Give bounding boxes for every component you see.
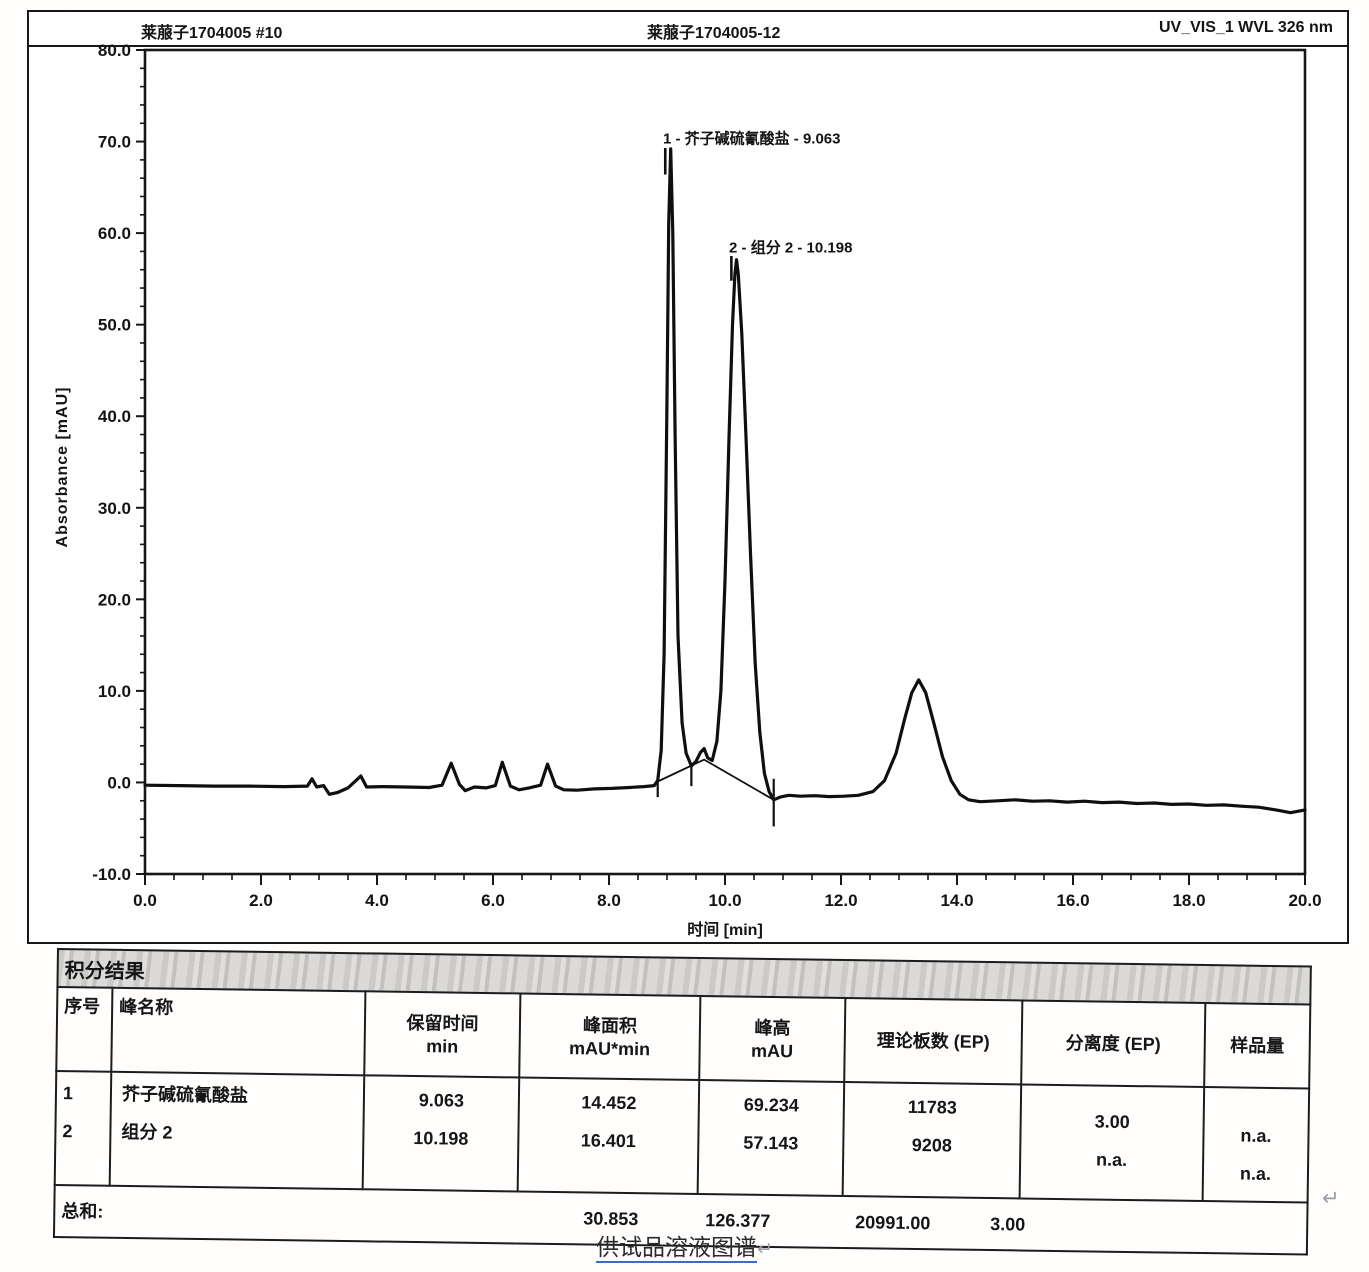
col-header-height: 峰高 mAU bbox=[699, 995, 846, 1083]
cell-area: 14.452 16.401 bbox=[517, 1077, 700, 1194]
col-header-retention: 保留时间 min bbox=[364, 991, 521, 1078]
cell-amount: n.a. n.a. bbox=[1202, 1087, 1310, 1203]
col-header-peakname: 峰名称 bbox=[111, 987, 366, 1076]
svg-text:14.0: 14.0 bbox=[940, 891, 973, 910]
chromatogram-header: 莱菔子1704005 #10 莱菔子1704005-12 UV_VIS_1 WV… bbox=[29, 12, 1347, 47]
col-header-no: 序号 bbox=[56, 987, 113, 1072]
svg-text:16.0: 16.0 bbox=[1056, 891, 1089, 910]
detector-wavelength: UV_VIS_1 WVL 326 nm bbox=[1159, 19, 1333, 36]
svg-text:2 - 组分 2 - 10.198: 2 - 组分 2 - 10.198 bbox=[729, 238, 852, 256]
col-header-amount: 样品量 bbox=[1204, 1003, 1311, 1089]
cell-retention: 9.063 10.198 bbox=[362, 1075, 520, 1192]
chromatogram-panel: 莱菔子1704005 #10 莱菔子1704005-12 UV_VIS_1 WV… bbox=[27, 10, 1349, 944]
caption-text: 供试品溶液图谱 bbox=[596, 1235, 758, 1263]
col-header-plates: 理论板数 (EP) bbox=[844, 998, 1023, 1085]
svg-text:50.0: 50.0 bbox=[98, 316, 131, 335]
svg-text:30.0: 30.0 bbox=[98, 499, 131, 518]
svg-text:10.0: 10.0 bbox=[708, 891, 741, 910]
col-header-resolution: 分离度 (EP) bbox=[1021, 1000, 1206, 1088]
caption: 供试品溶液图谱↵ bbox=[0, 1228, 1369, 1263]
svg-text:80.0: 80.0 bbox=[98, 41, 131, 60]
cell-peakname: 芥子碱硫氰酸盐 组分 2 bbox=[109, 1071, 365, 1190]
svg-text:2.0: 2.0 bbox=[249, 891, 273, 910]
chromatogram-plot: 80.070.060.050.040.030.020.010.00.0-10.0… bbox=[92, 41, 1321, 910]
svg-text:70.0: 70.0 bbox=[98, 133, 131, 152]
svg-text:12.0: 12.0 bbox=[824, 891, 857, 910]
svg-text:0.0: 0.0 bbox=[107, 773, 131, 792]
integration-results: 积分结果 序号 峰名称 保留时间 min 峰面积 mAU*min 峰高 mAU … bbox=[53, 948, 1312, 1255]
injection-name-left: 莱菔子1704005 #10 bbox=[141, 25, 283, 42]
cell-height: 69.234 57.143 bbox=[697, 1079, 845, 1196]
svg-text:0.0: 0.0 bbox=[133, 891, 157, 910]
svg-text:8.0: 8.0 bbox=[597, 891, 621, 910]
svg-text:4.0: 4.0 bbox=[365, 891, 389, 910]
svg-text:20.0: 20.0 bbox=[1288, 891, 1321, 910]
svg-text:60.0: 60.0 bbox=[98, 224, 131, 243]
col-header-area: 峰面积 mAU*min bbox=[519, 993, 701, 1080]
svg-text:1 - 芥子碱硫氰酸盐 - 9.063: 1 - 芥子碱硫氰酸盐 - 9.063 bbox=[663, 129, 841, 147]
cell-no: 1 2 bbox=[54, 1071, 112, 1186]
paragraph-return-icon: ↵ bbox=[1322, 1186, 1340, 1210]
svg-text:40.0: 40.0 bbox=[98, 407, 131, 426]
cell-resolution: 3.00 n.a. bbox=[1019, 1084, 1205, 1202]
integration-results-table: 积分结果 序号 峰名称 保留时间 min 峰面积 mAU*min 峰高 mAU … bbox=[53, 948, 1312, 1255]
svg-text:18.0: 18.0 bbox=[1172, 891, 1205, 910]
paragraph-return-icon: ↵ bbox=[757, 1238, 773, 1260]
x-axis-title: 时间 [min] bbox=[687, 922, 763, 939]
svg-text:10.0: 10.0 bbox=[98, 682, 131, 701]
injection-name-center: 莱菔子1704005-12 bbox=[647, 25, 781, 42]
svg-text:20.0: 20.0 bbox=[98, 590, 131, 609]
svg-text:-10.0: -10.0 bbox=[92, 865, 131, 884]
table-data-rows: 1 2 芥子碱硫氰酸盐 组分 2 9.063 10.198 14.452 16.… bbox=[54, 1071, 1310, 1203]
svg-text:6.0: 6.0 bbox=[481, 891, 505, 910]
cell-plates: 11783 9208 bbox=[842, 1082, 1022, 1199]
sum-label: 总和: bbox=[61, 1201, 104, 1222]
